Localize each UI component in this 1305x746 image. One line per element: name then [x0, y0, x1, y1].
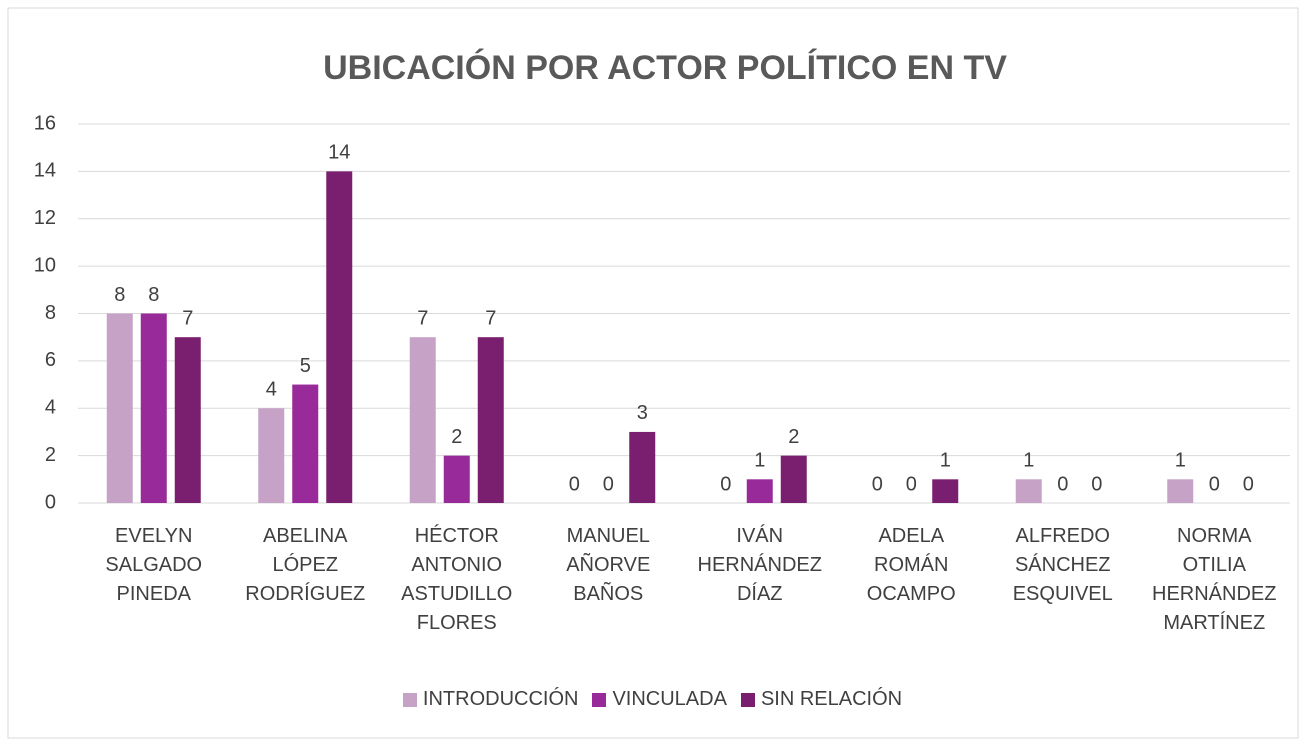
- bar: [746, 479, 773, 503]
- bar: [477, 337, 504, 503]
- x-tick-label: NORMA OTILIA HERNÁNDEZ MARTÍNEZ: [1152, 525, 1277, 634]
- y-tick-label: 16: [34, 112, 56, 134]
- data-label: 2: [451, 426, 462, 448]
- bar: [106, 313, 133, 503]
- bar: [174, 337, 201, 503]
- chart-border: [7, 7, 1299, 739]
- data-label: 8: [114, 284, 125, 306]
- y-tick-label: 6: [45, 349, 56, 371]
- data-label: 5: [300, 355, 311, 377]
- legend-label: SIN RELACIÓN: [760, 688, 903, 710]
- bar: [780, 455, 807, 503]
- data-label: 0: [1057, 473, 1068, 495]
- bar: [409, 337, 436, 503]
- data-label: 0: [906, 473, 917, 495]
- legend-swatch: [592, 692, 607, 707]
- bar: [1167, 479, 1194, 503]
- data-label: 0: [1091, 473, 1102, 495]
- data-label: 1: [754, 450, 765, 472]
- data-label: 0: [1209, 473, 1220, 495]
- data-label: 1: [1175, 450, 1186, 472]
- legend-item: SIN RELACIÓN: [740, 688, 903, 711]
- bar: [629, 431, 656, 503]
- data-label: 7: [182, 307, 193, 329]
- data-label: 1: [940, 450, 951, 472]
- x-tick-label: EVELYN SALGADO PINEDA: [105, 525, 203, 605]
- x-tick-label: MANUEL AÑORVE BAÑOS: [566, 525, 651, 605]
- data-label: 1: [1023, 450, 1034, 472]
- x-tick-label: IVÁN HERNÁNDEZ DÍAZ: [697, 525, 822, 605]
- y-tick-label: 4: [45, 397, 56, 419]
- x-tick-label: HÉCTOR ANTONIO ASTUDILLO FLORES: [401, 525, 513, 634]
- data-label: 0: [720, 473, 731, 495]
- y-tick-label: 12: [34, 207, 56, 229]
- legend-swatch: [740, 692, 755, 707]
- data-label: 14: [328, 142, 350, 164]
- bar: [258, 408, 285, 503]
- legend-label: VINCULADA: [612, 688, 727, 710]
- legend-item: VINCULADA: [592, 688, 727, 711]
- data-label: 3: [637, 402, 648, 424]
- bar: [443, 455, 470, 503]
- data-label: 0: [569, 473, 580, 495]
- data-label: 0: [872, 473, 883, 495]
- y-tick-label: 10: [34, 254, 56, 276]
- bar: [326, 171, 353, 503]
- x-tick-label: ADELA ROMÁN OCAMPO: [866, 525, 956, 605]
- data-label: 0: [1243, 473, 1254, 495]
- legend: INTRODUCCIÓN VINCULADA SIN RELACIÓN: [0, 688, 1305, 711]
- y-tick-label: 8: [45, 302, 56, 324]
- bar: [140, 313, 167, 503]
- y-tick-label: 2: [45, 444, 56, 466]
- data-label: 8: [148, 284, 159, 306]
- legend-swatch: [402, 692, 417, 707]
- x-tick-label: ALFREDO SÁNCHEZ ESQUIVEL: [1012, 525, 1113, 605]
- data-label: 4: [266, 379, 277, 401]
- chart-title: UBICACIÓN POR ACTOR POLÍTICO EN TV: [323, 49, 1007, 87]
- data-label: 7: [485, 307, 496, 329]
- legend-item: INTRODUCCIÓN: [402, 688, 579, 711]
- data-label: 7: [417, 307, 428, 329]
- legend-label: INTRODUCCIÓN: [422, 688, 579, 710]
- x-tick-label: ABELINA LÓPEZ RODRÍGUEZ: [245, 525, 366, 605]
- bar: [292, 384, 319, 503]
- data-label: 0: [603, 473, 614, 495]
- data-label: 2: [788, 426, 799, 448]
- bar: [1015, 479, 1042, 503]
- y-tick-label: 14: [34, 160, 56, 182]
- y-tick-label: 0: [45, 491, 56, 513]
- bar: [932, 479, 959, 503]
